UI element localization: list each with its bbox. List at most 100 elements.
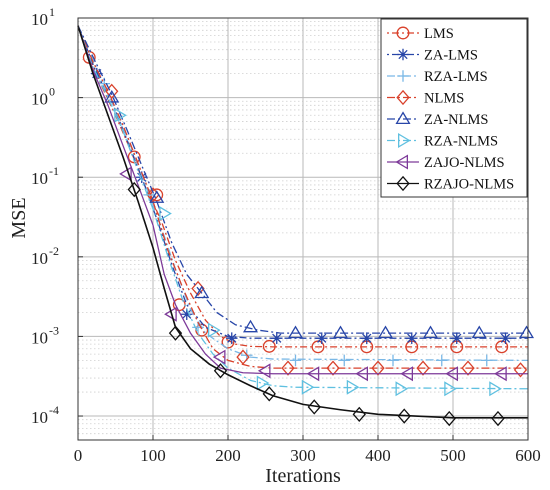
- series-line: [77, 25, 528, 375]
- y-tick-label: 10: [31, 169, 48, 188]
- y-tick-label: 10: [31, 90, 48, 109]
- data-point-marker: [338, 354, 351, 367]
- data-point-marker: [207, 322, 221, 338]
- data-point-marker: [422, 325, 439, 339]
- data-point-marker: [518, 325, 535, 339]
- x-tick-label: 200: [215, 446, 241, 465]
- data-point-marker: [450, 332, 463, 345]
- data-point-marker: [332, 325, 349, 339]
- legend-entry: LMS: [387, 26, 454, 42]
- data-point-marker: [287, 325, 304, 339]
- x-tick-label: 300: [290, 446, 316, 465]
- series-line: [77, 25, 528, 419]
- data-point-marker: [114, 107, 127, 123]
- x-tick-label: 600: [515, 446, 541, 465]
- data-point-marker: [352, 406, 366, 423]
- legend-entry: NLMS: [387, 89, 464, 107]
- legend-label: LMS: [424, 26, 454, 42]
- y-tick-label: 10: [31, 328, 48, 347]
- data-point-marker: [397, 132, 411, 149]
- data-point-marker: [395, 381, 409, 397]
- series-line: [77, 25, 528, 339]
- x-tick-label: 500: [440, 446, 466, 465]
- data-point-marker: [397, 70, 409, 82]
- series-rza-nlms: [77, 25, 529, 397]
- y-tick-label: 10: [31, 408, 48, 427]
- data-point-marker: [387, 354, 399, 367]
- data-point-marker: [225, 332, 238, 345]
- data-point-marker: [301, 379, 315, 395]
- y-axis-label: MSE: [8, 197, 30, 238]
- data-point-marker: [281, 360, 295, 376]
- data-point-marker: [212, 349, 226, 365]
- legend: LMS ZA-LMS RZA-LMS NLMS ZA-NLMS RZA-NLMS ZAJO-…: [380, 18, 528, 198]
- legend-entry: RZA-NLMS: [387, 132, 498, 150]
- legend-label: RZAJO-NLMS: [424, 177, 514, 193]
- data-point-marker: [435, 354, 448, 367]
- data-point-marker: [180, 308, 193, 321]
- legend-label: ZA-LMS: [424, 48, 478, 64]
- series-line: [77, 25, 528, 369]
- data-point-marker: [236, 349, 250, 365]
- data-point-marker: [444, 381, 457, 397]
- data-point-marker: [445, 366, 459, 382]
- data-point-marker: [405, 332, 418, 345]
- data-point-marker: [499, 332, 512, 345]
- data-point-marker: [395, 111, 411, 124]
- data-point-marker: [127, 181, 141, 198]
- data-point-marker: [494, 366, 507, 382]
- x-axis-label: Iterations: [265, 465, 341, 487]
- data-point-marker: [326, 360, 340, 376]
- data-point-marker: [159, 205, 172, 222]
- data-point-marker: [135, 171, 148, 184]
- data-point-marker: [105, 83, 119, 99]
- data-point-marker: [256, 375, 270, 391]
- data-point-marker: [257, 363, 271, 379]
- y-tick-exponent: -3: [49, 323, 59, 337]
- y-tick-exponent: -4: [49, 403, 59, 417]
- data-point-marker: [168, 325, 183, 341]
- legend-label: NLMS: [424, 91, 464, 107]
- data-point-marker: [416, 360, 430, 376]
- data-point-marker: [395, 154, 409, 170]
- y-tick-exponent: 0: [49, 85, 55, 99]
- data-point-marker: [400, 366, 414, 382]
- data-point-marker: [346, 379, 360, 395]
- legend-entry: ZA-LMS: [387, 48, 478, 64]
- y-tick-label: 10: [31, 249, 48, 268]
- legend-label: RZA-NLMS: [424, 134, 498, 150]
- legend-entry: ZAJO-NLMS: [387, 154, 505, 171]
- data-point-marker: [397, 408, 411, 424]
- data-point-marker: [397, 48, 409, 61]
- series-rzajo-nlms: [77, 25, 528, 427]
- legend-entry: RZAJO-NLMS: [387, 175, 514, 193]
- data-point-marker: [213, 363, 228, 379]
- series-line: [77, 25, 528, 334]
- data-point-marker: [315, 332, 328, 345]
- y-tick-exponent: -1: [49, 164, 59, 178]
- data-point-marker: [262, 339, 276, 353]
- legend-entry: ZA-NLMS: [387, 111, 488, 128]
- data-point-marker: [396, 175, 410, 192]
- data-point-marker: [491, 410, 505, 427]
- data-point-marker: [104, 89, 120, 103]
- data-point-marker: [262, 386, 276, 402]
- data-point-marker: [489, 381, 502, 397]
- data-point-marker: [396, 89, 410, 106]
- data-point-marker: [289, 354, 302, 367]
- data-point-marker: [194, 285, 210, 299]
- data-point-marker: [377, 325, 394, 339]
- data-point-marker: [242, 319, 259, 333]
- data-point-marker: [461, 360, 475, 376]
- x-tick-label: 400: [365, 446, 391, 465]
- legend-entry: RZA-LMS: [387, 69, 488, 85]
- data-point-marker: [306, 366, 320, 382]
- data-point-marker: [471, 325, 487, 339]
- data-point-marker: [480, 354, 493, 367]
- data-point-marker: [396, 26, 410, 40]
- data-point-marker: [355, 366, 369, 382]
- data-point-marker: [119, 166, 132, 182]
